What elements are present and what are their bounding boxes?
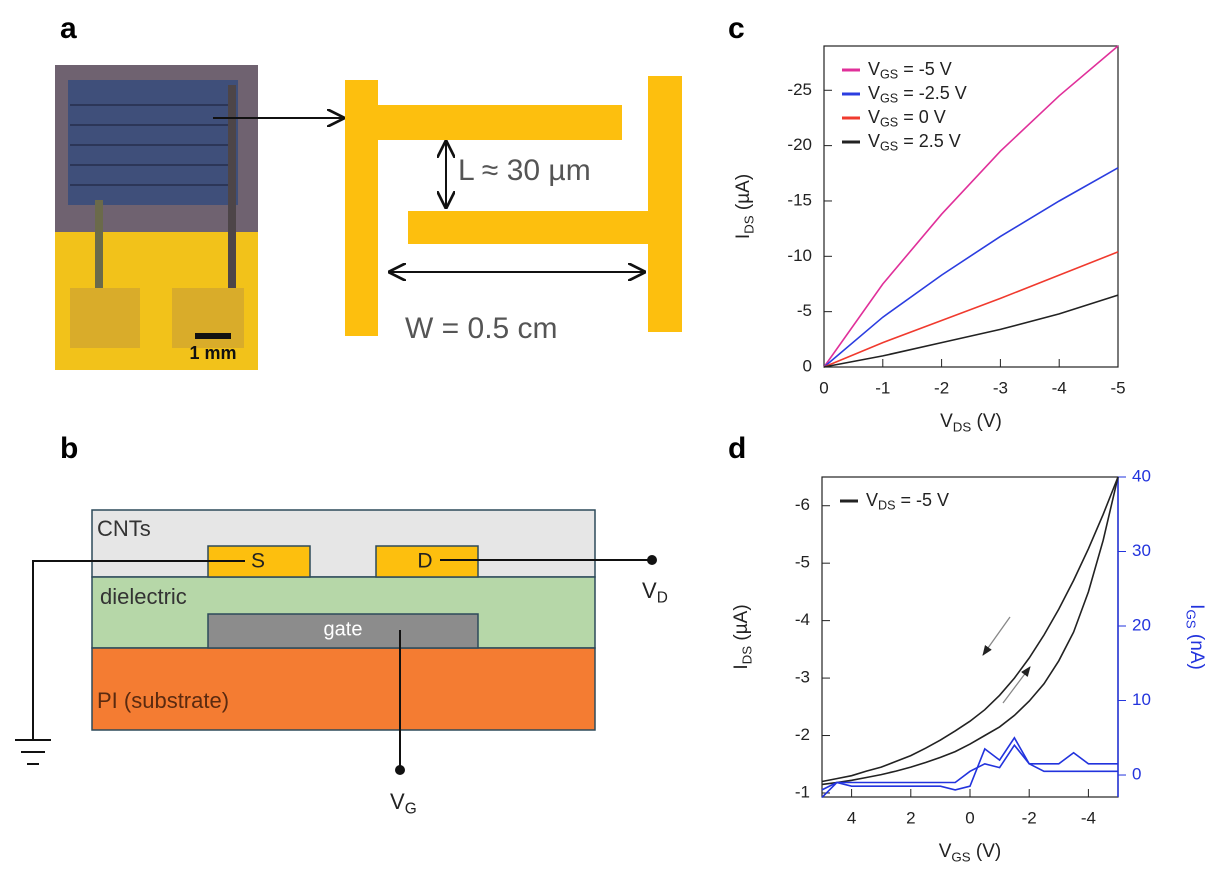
x-tick-label: -1 <box>875 378 890 397</box>
data-line <box>823 45 1119 368</box>
x-axis-label: VDS (V) <box>940 411 1002 434</box>
data-line <box>823 294 1119 368</box>
x-tick-label: -2 <box>934 378 949 397</box>
plot-frame <box>821 476 1119 798</box>
y-axis-label: IDS (µA) <box>733 174 756 239</box>
layer-stack <box>91 509 596 731</box>
y2-tick-label: 10 <box>1132 690 1151 709</box>
sweep-arrow <box>982 616 1011 656</box>
terminal-dot <box>647 555 657 565</box>
y-tick-label: -5 <box>795 553 810 572</box>
legend-label: VDS = -5 V <box>866 490 949 513</box>
legend-label: VGS = 2.5 V <box>868 131 961 154</box>
legend-label: VGS = -5 V <box>868 59 952 82</box>
y-tick-label: -6 <box>795 495 810 514</box>
x-tick-label: -4 <box>1052 378 1067 397</box>
x-tick-label: 4 <box>847 808 856 827</box>
x-tick-label: -5 <box>1110 378 1125 397</box>
x-tick-label: 2 <box>906 808 915 827</box>
y-tick-label: -25 <box>787 80 812 99</box>
y-tick-label: -4 <box>795 610 810 629</box>
wiring <box>15 559 652 770</box>
electrode-schematic <box>345 76 682 336</box>
x-tick-label: -4 <box>1081 808 1096 827</box>
terminal-label: VG <box>390 789 417 818</box>
x-tick-label: -3 <box>993 378 1008 397</box>
y-tick-label: -3 <box>795 668 810 687</box>
gate-label: gate <box>324 618 363 640</box>
y-tick-label: -10 <box>787 246 812 265</box>
y-tick-label: -2 <box>795 725 810 744</box>
y2-axis-label: IGS (nA) <box>1184 604 1207 670</box>
layer-label: PI (substrate) <box>97 688 229 713</box>
x-axis-label: VGS (V) <box>939 841 1002 864</box>
legend-label: VGS = 0 V <box>868 107 946 130</box>
width-label: W = 0.5 cm <box>405 312 558 345</box>
data-line <box>821 743 1118 798</box>
sweep-arrow <box>1002 666 1031 704</box>
data-line <box>821 476 1119 783</box>
panel-label: a <box>60 12 77 45</box>
length-label: L ≈ 30 µm <box>458 154 591 187</box>
data-line <box>821 736 1118 791</box>
terminal-dot <box>395 765 405 775</box>
panel-label: c <box>728 12 745 45</box>
data-line <box>821 476 1119 786</box>
x-tick-label: 0 <box>965 808 974 827</box>
device-photo <box>55 65 258 370</box>
y-tick-label: 0 <box>803 356 812 375</box>
y-axis-label: IDS (µA) <box>731 604 754 669</box>
y2-tick-label: 40 <box>1132 466 1151 485</box>
y-tick-label: -15 <box>787 190 812 209</box>
x-tick-label: 0 <box>819 378 828 397</box>
y2-tick-label: 30 <box>1132 541 1151 560</box>
terminal-label: VD <box>642 578 668 607</box>
y2-tick-label: 20 <box>1132 615 1151 634</box>
electrode-label: D <box>417 550 432 573</box>
layer-label: dielectric <box>100 584 187 609</box>
scale-bar-label: 1 mm <box>189 343 236 363</box>
data-line <box>823 251 1119 368</box>
plot-frame <box>823 45 1119 368</box>
panel-label: b <box>60 432 78 465</box>
legend-label: VGS = -2.5 V <box>868 83 967 106</box>
y-tick-label: -20 <box>787 135 812 154</box>
panel-label: d <box>728 432 746 465</box>
y2-tick-label: 0 <box>1132 765 1141 784</box>
layer-label: CNTs <box>97 516 151 541</box>
y-tick-label: -5 <box>797 301 812 320</box>
x-tick-label: -2 <box>1022 808 1037 827</box>
data-line <box>823 167 1119 368</box>
electrode-label: S <box>251 550 265 573</box>
y-tick-label: -1 <box>795 782 810 801</box>
